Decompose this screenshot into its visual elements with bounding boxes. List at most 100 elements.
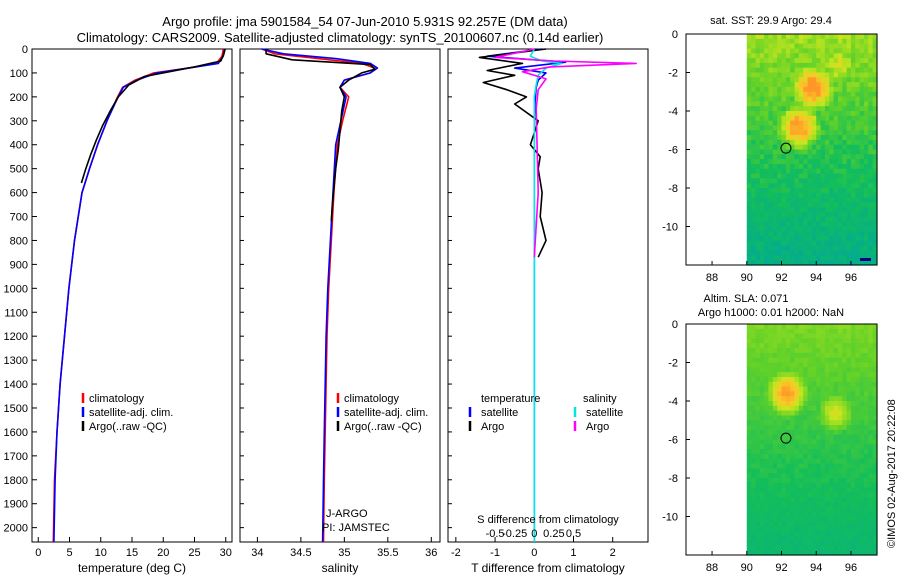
- sla-map-cell: [751, 463, 757, 469]
- sla-map-cell: [807, 357, 813, 364]
- sst-map-cell: [777, 96, 783, 102]
- sla-map-cell: [755, 405, 761, 412]
- sst-map-cell: [803, 106, 809, 112]
- sla-map-cell: [811, 502, 817, 508]
- sla-map-cell: [855, 487, 861, 494]
- sla-map-cell: [829, 516, 835, 522]
- sla-map-cell: [781, 405, 787, 412]
- sla-map-cell: [794, 328, 800, 335]
- sst-map-cell: [816, 53, 822, 59]
- sla-map-cell: [794, 343, 800, 349]
- sla-map-cell: [785, 444, 791, 450]
- sst-map-cell: [807, 250, 813, 256]
- sst-map-cell: [807, 91, 813, 98]
- sla-map-cell: [811, 343, 817, 349]
- sst-map-cell: [803, 101, 809, 107]
- sla-map-cell: [850, 362, 856, 368]
- sla-map-cell: [768, 367, 774, 373]
- sst-map-cell: [751, 183, 757, 189]
- sla-map-cell: [785, 492, 791, 498]
- sla-map-cell: [868, 545, 874, 551]
- sla-map-panel: 88 90 92 94 960-2-4-6-8-10: [662, 319, 878, 574]
- sst-map-cell: [833, 197, 839, 204]
- sst-map-cell: [872, 202, 878, 208]
- sst-map-cell: [794, 149, 800, 155]
- sla-map-cell: [781, 521, 787, 527]
- sla-map-cell: [785, 372, 791, 378]
- sst-map-cell: [798, 53, 804, 59]
- sla-map-cell: [816, 381, 822, 388]
- sst-map-cell: [842, 159, 848, 165]
- sla-map-cell: [746, 357, 752, 364]
- sla-map-cell: [759, 458, 765, 465]
- sst-map-cell: [768, 202, 774, 208]
- sst-map-cell: [785, 135, 791, 141]
- sst-map-cell: [764, 245, 770, 252]
- sla-map-cell: [764, 516, 770, 522]
- sla-map-cell: [872, 343, 878, 349]
- sla-map-cell: [868, 530, 874, 537]
- sst-map-cell: [768, 77, 774, 83]
- sla-map-cell: [872, 526, 878, 532]
- sst-map-cell: [872, 163, 878, 170]
- sla-map-cell: [842, 376, 848, 383]
- sst-map-cell: [790, 173, 796, 179]
- sst-map-cell: [751, 188, 757, 194]
- temperature-ytick-label: 1800: [4, 475, 28, 487]
- sla-map-cell: [764, 550, 770, 556]
- sst-map-cell: [803, 38, 809, 45]
- sst-map-cell: [777, 82, 783, 88]
- sla-map-cell: [781, 482, 787, 489]
- sst-map-cell: [824, 250, 830, 256]
- sst-map-cell: [807, 245, 813, 252]
- sla-map-cell: [768, 458, 774, 465]
- sla-map-cell: [837, 333, 843, 340]
- sst-map-cell: [751, 226, 757, 232]
- sla-map-cell: [868, 401, 874, 407]
- sst-map-cell: [824, 135, 830, 141]
- sla-map-cell: [803, 463, 809, 469]
- sst-map-cell: [829, 82, 835, 88]
- sla-map-cell: [803, 545, 809, 551]
- sla-map-cell: [872, 357, 878, 364]
- sst-map-cell: [746, 38, 752, 45]
- sla-map-cell: [872, 425, 878, 431]
- sst-map-cell: [807, 139, 813, 146]
- sla-map-cell: [837, 444, 843, 450]
- sst-map-cell: [798, 101, 804, 107]
- sla-map-xtick-label: 94: [810, 562, 822, 574]
- sla-map-cell: [798, 449, 804, 455]
- sla-map-cell: [850, 439, 856, 445]
- sst-map-cell: [794, 82, 800, 88]
- sla-map-cell: [824, 343, 830, 349]
- sla-map-cell: [863, 502, 869, 508]
- sla-map-cell: [759, 372, 765, 378]
- sst-map-cell: [829, 183, 835, 189]
- sst-map-cell: [781, 139, 787, 146]
- sst-map-cell: [842, 82, 848, 88]
- sst-map-cell: [811, 96, 817, 102]
- sst-map-cell: [855, 159, 861, 165]
- sst-map-cell: [772, 216, 778, 223]
- sla-map-cell: [820, 362, 826, 368]
- sst-map-cell: [785, 236, 791, 242]
- sla-map-cell: [803, 492, 809, 498]
- sst-map-cell: [837, 67, 843, 74]
- sla-map-cell: [781, 376, 787, 383]
- sst-map-cell: [811, 77, 817, 83]
- sla-map-cell: [846, 376, 852, 383]
- sla-map-cell: [768, 502, 774, 508]
- sla-map-cell: [777, 362, 783, 368]
- sst-map-cell: [842, 207, 848, 213]
- sla-map-cell: [811, 352, 817, 359]
- sst-map-cell: [842, 53, 848, 59]
- sst-map-cell: [859, 149, 865, 155]
- sst-map-cell: [803, 250, 809, 256]
- sla-map-cell: [781, 357, 787, 364]
- sst-map-cell: [816, 106, 822, 112]
- sla-map-cell: [772, 429, 778, 436]
- sla-map-cell: [833, 401, 839, 407]
- sst-map-cell: [837, 173, 843, 179]
- sla-map-cell: [746, 521, 752, 527]
- difference-s-tick-label: 0.5: [566, 528, 581, 540]
